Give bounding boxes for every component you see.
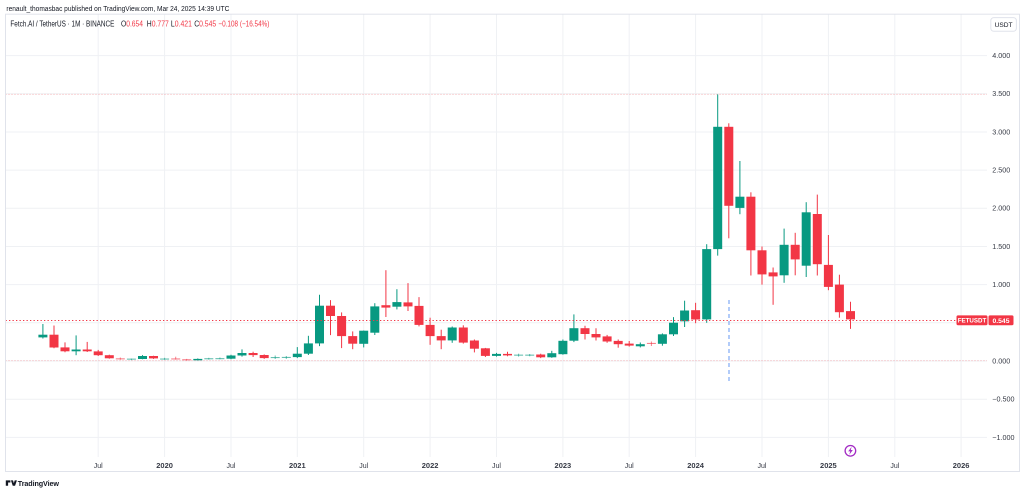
svg-text:Jul: Jul — [492, 463, 501, 470]
svg-text:2024: 2024 — [687, 461, 705, 470]
svg-text:Jul: Jul — [94, 463, 103, 470]
svg-text:O0.654: O0.654 — [121, 19, 143, 28]
svg-text:2.000: 2.000 — [992, 204, 1010, 213]
svg-text:L0.421: L0.421 — [171, 19, 192, 28]
svg-text:H0.777: H0.777 — [147, 19, 169, 28]
svg-text:Fetch.AI / TetherUS · 1M · BIN: Fetch.AI / TetherUS · 1M · BINANCE — [10, 19, 114, 28]
svg-text:0.000: 0.000 — [992, 356, 1010, 365]
svg-text:2021: 2021 — [289, 461, 306, 470]
svg-text:2022: 2022 — [422, 461, 439, 470]
svg-text:renault_thomasbac published on: renault_thomasbac published on TradingVi… — [6, 4, 229, 13]
svg-text:4.000: 4.000 — [992, 51, 1010, 60]
svg-text:Jul: Jul — [227, 463, 236, 470]
svg-text:3.500: 3.500 — [992, 89, 1010, 98]
svg-text:2025: 2025 — [820, 461, 837, 470]
svg-text:Jul: Jul — [359, 463, 368, 470]
svg-text:3.000: 3.000 — [992, 127, 1010, 136]
svg-text:1.500: 1.500 — [992, 242, 1010, 251]
svg-text:1.000: 1.000 — [992, 280, 1010, 289]
svg-text:USDT: USDT — [995, 22, 1013, 29]
svg-text:2023: 2023 — [555, 461, 572, 470]
svg-text:FETUSDT: FETUSDT — [958, 318, 987, 325]
svg-text:−1.000: −1.000 — [992, 433, 1014, 442]
svg-text:−0.108 (−16.54%): −0.108 (−16.54%) — [218, 19, 269, 28]
svg-text:2026: 2026 — [953, 461, 970, 470]
svg-text:−0.500: −0.500 — [992, 395, 1014, 404]
svg-text:0.545: 0.545 — [992, 318, 1009, 325]
svg-text:Jul: Jul — [625, 463, 634, 470]
svg-text:C0.545: C0.545 — [194, 19, 216, 28]
svg-text:TradingView: TradingView — [18, 479, 60, 488]
svg-text:2.500: 2.500 — [992, 166, 1010, 175]
svg-text:Jul: Jul — [890, 463, 899, 470]
svg-text:Jul: Jul — [758, 463, 767, 470]
svg-text:2020: 2020 — [156, 461, 173, 470]
